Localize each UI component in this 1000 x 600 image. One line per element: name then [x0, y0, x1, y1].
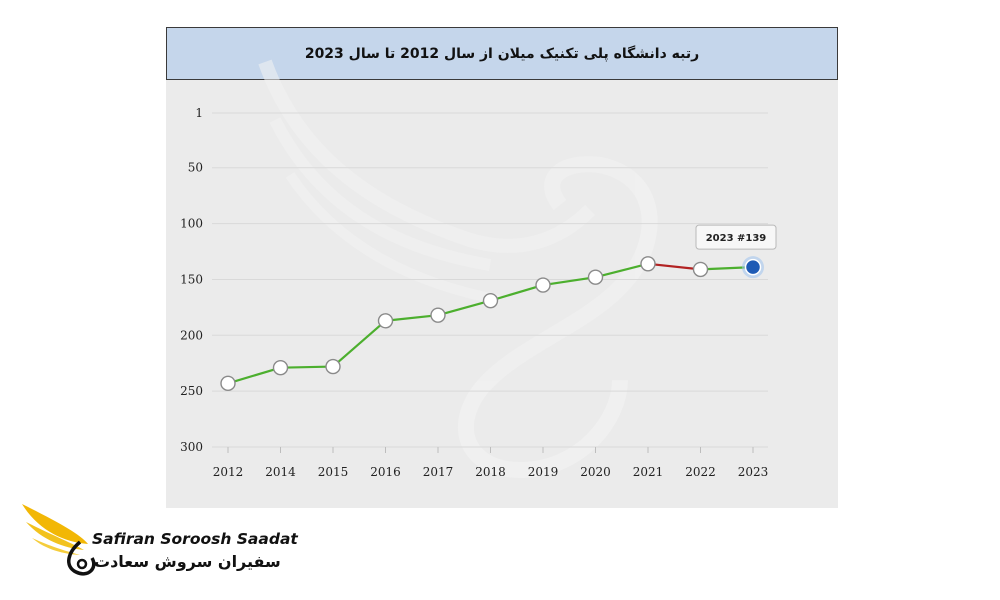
- data-point: [377, 313, 394, 329]
- x-tick-label: 2022: [685, 465, 716, 479]
- x-tick-label: 2018: [475, 465, 506, 479]
- data-point: [640, 256, 656, 272]
- series-points: [220, 256, 764, 392]
- x-tick-label: 2020: [580, 465, 611, 479]
- tooltip: 2023 #139: [695, 224, 777, 250]
- y-tick-label: 250: [180, 384, 203, 398]
- line-segment: [647, 262, 701, 271]
- line-segment: [490, 283, 544, 302]
- swan-wing-logo-icon: [22, 504, 96, 576]
- tooltip-text: 2023 #139: [706, 233, 767, 244]
- y-tick-label: 100: [180, 217, 203, 231]
- x-tick-label: 2019: [528, 465, 559, 479]
- data-point: [220, 375, 236, 392]
- line-segment: [385, 314, 439, 322]
- line-segment: [437, 299, 491, 317]
- y-tick-label: 200: [180, 328, 203, 342]
- brand-name-en: Safiran Soroosh Saadat: [92, 530, 298, 548]
- y-tick-label: 50: [188, 161, 203, 175]
- x-tick-label: 2016: [370, 465, 401, 479]
- chart-title: رتبه دانشگاه پلی تکنیک میلان از سال 2012…: [166, 27, 838, 80]
- brand-name-fa: سفیران سروش سعادت: [94, 552, 281, 571]
- line-segment: [542, 276, 596, 287]
- line-segment: [227, 366, 281, 385]
- data-point: [272, 359, 289, 376]
- data-point: [482, 292, 499, 309]
- x-tick-label: 2014: [265, 465, 296, 479]
- data-point: [692, 261, 709, 278]
- x-tick-label: 2021: [633, 465, 664, 479]
- data-point: [325, 358, 341, 375]
- line-segment: [280, 365, 334, 369]
- line-segment: [332, 319, 387, 368]
- data-point: [587, 269, 604, 285]
- tooltip-box: [695, 224, 777, 250]
- y-tick-label: 150: [180, 272, 203, 286]
- y-tick-label: 300: [180, 440, 203, 454]
- data-point-highlight: [744, 258, 762, 276]
- line-segment: [595, 262, 649, 279]
- x-tick-label: 2015: [318, 465, 349, 479]
- data-point: [430, 307, 446, 323]
- series-line: [227, 262, 754, 385]
- x-tick-label: 2023: [738, 465, 769, 479]
- data-point: [535, 277, 551, 293]
- x-tick-label: 2012: [213, 465, 244, 479]
- watermark: [258, 59, 658, 479]
- y-tick-label: 1: [195, 106, 203, 120]
- x-axis-ticks: 2012 2014 2015 2016 2017 2018 2019 2020 2021 2022…: [213, 447, 769, 479]
- x-tick-label: 2017: [423, 465, 454, 479]
